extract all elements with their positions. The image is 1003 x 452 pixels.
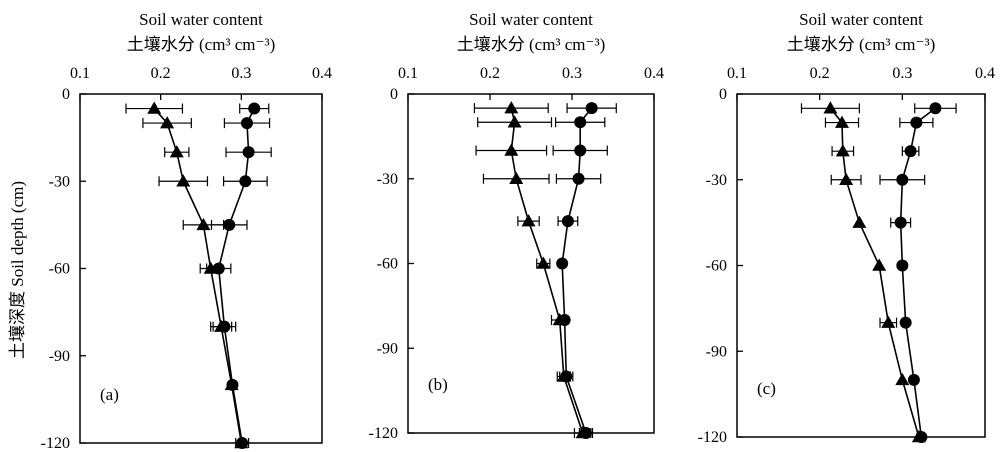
y-tick-label: -90	[706, 343, 727, 360]
data-point-triangle	[196, 217, 211, 231]
data-point-triangle	[507, 115, 522, 128]
x-tick-label: 0.2	[810, 65, 830, 82]
series-triangle-line	[510, 107, 584, 434]
data-point-circle	[899, 316, 912, 329]
y-tick-label: -30	[377, 171, 398, 188]
y-tick-label: -60	[49, 261, 70, 278]
x-tick-label: 0.3	[892, 65, 912, 82]
panel-label: (a)	[100, 385, 119, 404]
data-point-circle	[896, 173, 909, 186]
data-point-circle	[561, 215, 574, 228]
data-point-circle	[572, 172, 585, 185]
data-point-circle	[574, 144, 587, 157]
data-point-circle	[240, 117, 253, 130]
data-point-triangle	[552, 313, 567, 326]
data-point-circle	[904, 145, 917, 158]
y-tick-label: -60	[706, 258, 727, 275]
data-point-triangle	[852, 215, 867, 228]
y-tick-label: -30	[49, 173, 70, 190]
data-point-circle	[223, 218, 236, 231]
data-point-circle	[894, 216, 907, 229]
chart-title-cn: 土壤水分 (cm³ cm⁻³)	[787, 34, 936, 54]
x-tick-label: 0.4	[312, 65, 332, 82]
y-tick-label: -90	[377, 340, 398, 357]
data-point-triangle	[504, 143, 519, 156]
x-tick-label: 0.3	[562, 65, 582, 82]
chart-title-en: Soil water content	[799, 10, 923, 29]
chart-title-en: Soil water content	[469, 10, 593, 29]
data-point-triangle	[911, 430, 926, 443]
panel-label: (b)	[428, 375, 448, 394]
y-tick-label: -60	[377, 256, 398, 273]
data-point-triangle	[536, 256, 551, 269]
x-tick-label: 0.1	[70, 65, 90, 82]
data-point-circle	[907, 373, 920, 386]
data-point-circle	[585, 102, 598, 115]
data-point-triangle	[521, 214, 536, 227]
data-point-triangle	[504, 101, 519, 114]
data-point-circle	[929, 102, 942, 115]
y-axis-label: 土壤深度 Soil depth (cm)	[7, 181, 27, 359]
data-point-triangle	[509, 171, 524, 184]
data-point-circle	[248, 102, 261, 115]
y-tick-label: 0	[390, 86, 398, 103]
data-point-triangle	[234, 436, 249, 449]
data-point-circle	[556, 257, 569, 270]
y-tick-label: -30	[706, 172, 727, 189]
data-point-triangle	[575, 426, 590, 439]
y-tick-label: 0	[62, 86, 70, 103]
chart-panel-3: Soil water content 土壤水分 (cm³ cm⁻³) 0.1 0.2 0…	[698, 10, 995, 446]
x-tick-label: 0.4	[975, 65, 995, 82]
chart-title-cn: 土壤水分 (cm³ cm⁻³)	[127, 34, 276, 54]
data-point-triangle	[160, 116, 175, 129]
data-point-triangle	[834, 115, 849, 128]
chart-title-cn: 土壤水分 (cm³ cm⁻³)	[457, 34, 606, 54]
data-point-circle	[910, 116, 923, 129]
data-point-triangle	[823, 101, 838, 114]
series-triangle-line	[829, 107, 920, 438]
x-tick-label: 0.4	[644, 65, 664, 82]
data-point-triangle	[835, 144, 850, 157]
data-point-triangle	[872, 258, 887, 271]
chart-panel-1: Soil water content 土壤水分 (cm³ cm⁻³) 0.1 0.2 0…	[41, 10, 332, 452]
data-point-triangle	[224, 377, 239, 391]
data-point-circle	[896, 259, 909, 272]
chart-title-en: Soil water content	[139, 10, 263, 29]
data-point-triangle	[556, 369, 571, 382]
x-tick-label: 0.1	[727, 65, 747, 82]
data-point-triangle	[169, 145, 184, 158]
data-point-circle	[574, 116, 587, 129]
y-tick-label: -90	[49, 348, 70, 365]
series-circle-line	[217, 108, 255, 444]
x-tick-label: 0.3	[231, 65, 251, 82]
y-tick-label: 0	[719, 86, 727, 103]
data-point-triangle	[176, 174, 191, 187]
data-point-circle	[239, 175, 252, 188]
chart-panel-2: Soil water content 土壤水分 (cm³ cm⁻³) 0.1 0.2 0…	[369, 10, 664, 442]
y-tick-label: -120	[369, 425, 398, 442]
data-point-triangle	[881, 315, 896, 328]
data-point-triangle	[203, 261, 218, 274]
panel-label: (c)	[757, 379, 776, 398]
data-point-circle	[242, 146, 255, 159]
x-tick-label: 0.2	[151, 65, 171, 82]
x-tick-label: 0.2	[480, 65, 500, 82]
series-circle-line	[899, 107, 936, 438]
y-tick-label: -120	[698, 429, 727, 446]
data-point-triangle	[147, 101, 162, 114]
x-tick-label: 0.1	[398, 65, 418, 82]
data-point-triangle	[895, 372, 910, 386]
data-point-triangle	[839, 172, 854, 185]
series-triangle-line	[153, 108, 243, 444]
data-point-triangle	[214, 319, 229, 332]
y-tick-label: -120	[41, 435, 70, 452]
